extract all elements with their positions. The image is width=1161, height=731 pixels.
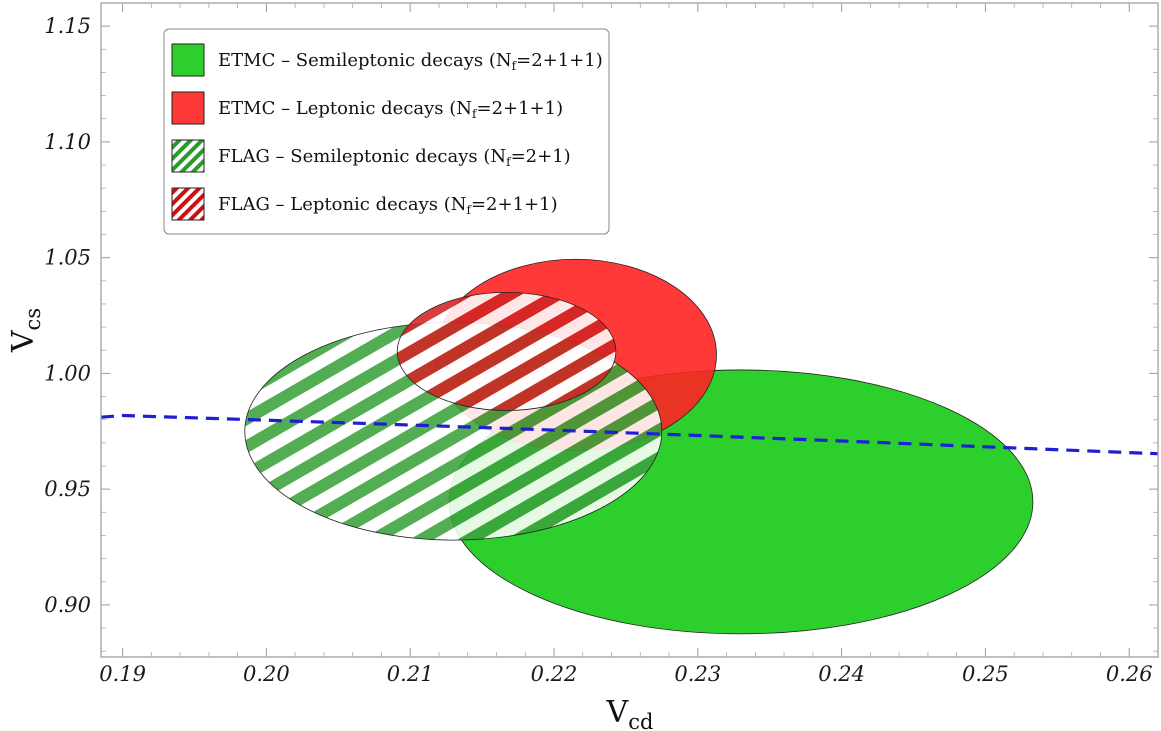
legend-label: ETMC – Semileptonic decays (Nf=2+1+1): [218, 50, 603, 73]
x-tick-label: 0.21: [387, 662, 434, 686]
legend: ETMC – Semileptonic decays (Nf=2+1+1) ETM…: [163, 28, 610, 235]
legend-swatch: [171, 91, 205, 125]
x-tick-label: 0.25: [962, 662, 1009, 686]
y-tick-label: 0.90: [44, 593, 91, 617]
ellipse-3-flag: [396, 291, 617, 411]
x-tick-label: 0.26: [1106, 662, 1153, 686]
x-tick-label: 0.20: [243, 662, 290, 686]
legend-swatch: [171, 187, 205, 221]
y-tick-label: 1.05: [44, 246, 91, 270]
unitarity-line: [101, 413, 1158, 456]
y-tick-label: 1.10: [44, 130, 91, 154]
legend-label: FLAG – Semileptonic decays (Nf=2+1): [218, 146, 571, 169]
y-tick-label: 1.00: [44, 361, 91, 385]
y-axis: 0.90 0.95 1.00 1.05 1.10 1.15: [44, 14, 1158, 652]
x-tick-label: 0.19: [99, 662, 146, 686]
y-axis-title-main: V: [6, 329, 41, 353]
x-tick-label: 0.22: [531, 662, 578, 686]
plot-frame: [100, 2, 1159, 658]
x-tick-label: 0.24: [818, 662, 865, 686]
x-axis-title-sub: cd: [628, 710, 653, 731]
x-tick-label: 0.23: [674, 662, 721, 686]
legend-label: FLAG – Leptonic decays (Nf=2+1+1): [218, 194, 558, 217]
ellipses-layer: [244, 258, 1034, 635]
y-tick-label: 0.95: [44, 477, 91, 501]
legend-swatch: [171, 139, 205, 173]
y-axis-title: Vcs: [6, 308, 45, 353]
x-axis-title-main: V: [606, 695, 630, 730]
unitarity-curve-layer: [101, 413, 1158, 456]
legend-swatch: [171, 43, 205, 77]
x-axis: 0.19 0.20 0.21 0.22 0.23 0.24 0.25 0.26: [99, 3, 1153, 686]
y-axis-title-sub: cs: [21, 308, 45, 331]
x-axis-title: Vcd: [606, 695, 654, 731]
legend-label: ETMC – Leptonic decays (Nf=2+1+1): [218, 98, 563, 121]
legend-box: [163, 28, 610, 235]
y-tick-label: 1.15: [44, 14, 91, 38]
